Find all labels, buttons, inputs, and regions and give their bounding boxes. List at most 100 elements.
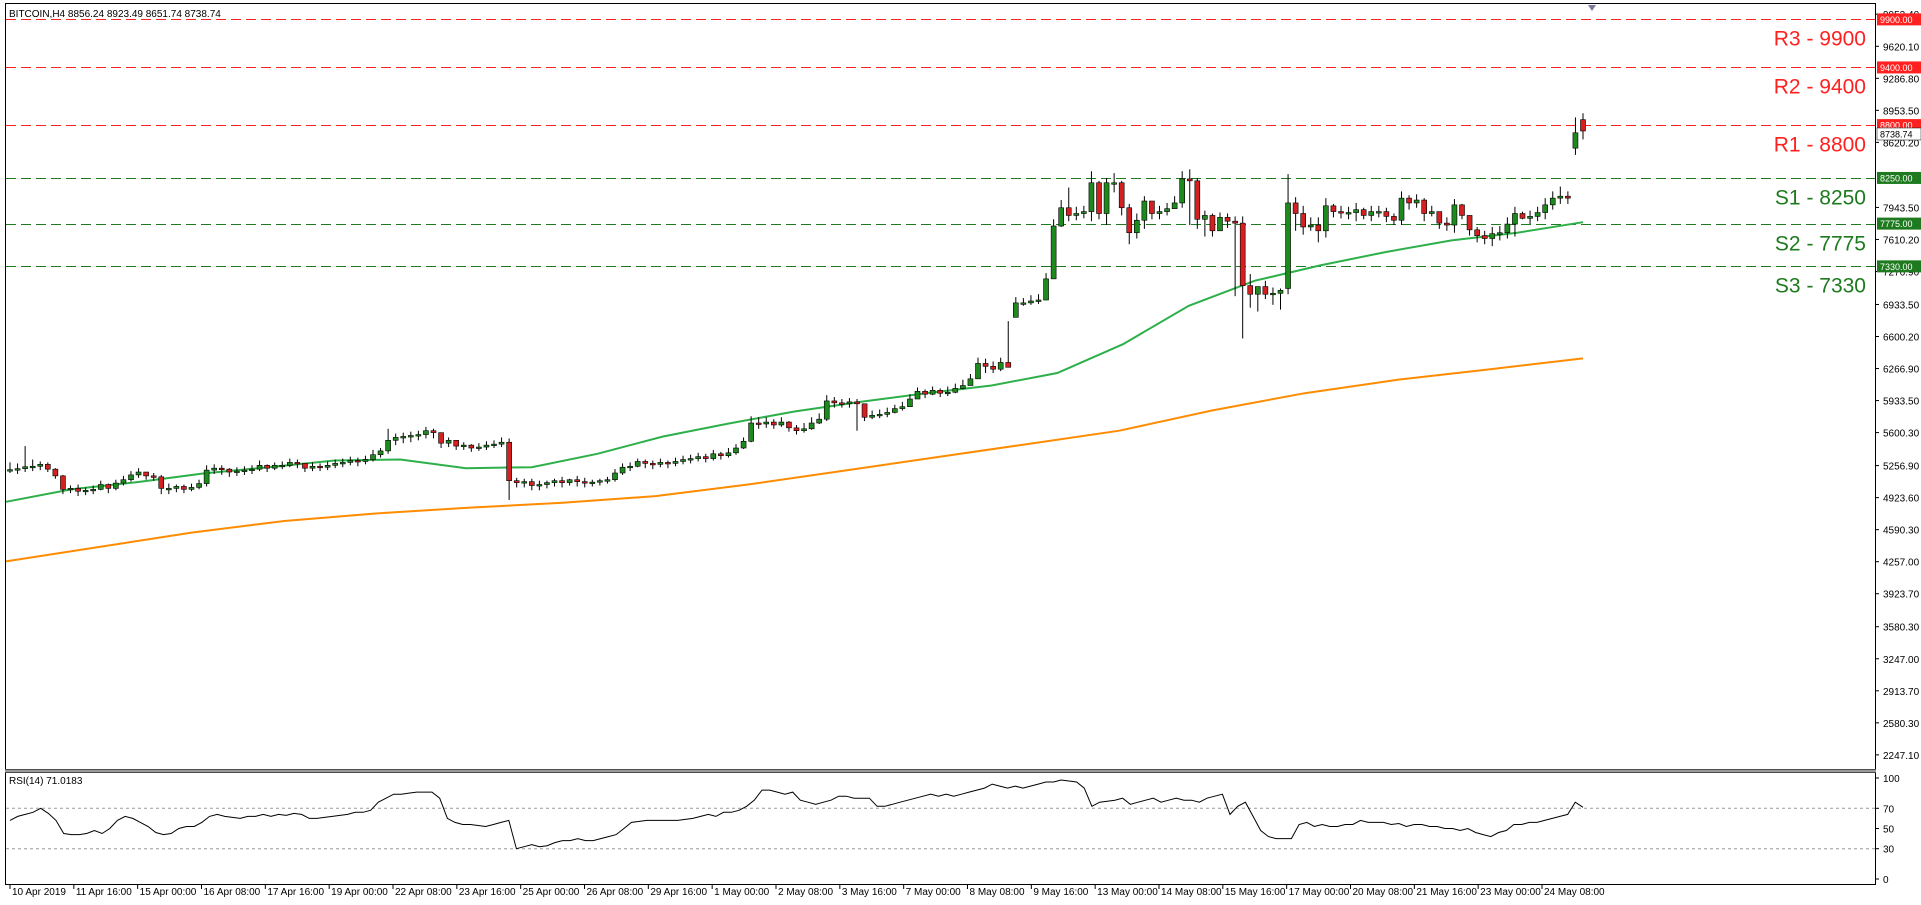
candle[interactable] [914,391,921,400]
candle[interactable] [1156,211,1163,214]
candle[interactable] [823,400,830,420]
candle[interactable] [672,461,679,464]
candle[interactable] [650,463,656,466]
candle[interactable] [808,422,815,430]
candle[interactable] [1035,299,1042,302]
candle[interactable] [234,470,240,473]
candle[interactable] [1338,211,1344,214]
candle[interactable] [22,466,28,469]
candle[interactable] [1028,300,1034,304]
candle[interactable] [1368,211,1375,216]
candle[interactable] [899,406,906,409]
candle[interactable] [1565,195,1571,199]
chart-shift-marker[interactable] [1588,5,1596,11]
candle[interactable] [1232,220,1238,224]
candle[interactable] [612,472,618,481]
candle[interactable] [339,462,346,465]
candle[interactable] [566,479,573,483]
candle[interactable] [150,475,157,478]
candle[interactable] [1353,209,1359,213]
candle[interactable] [1474,229,1480,236]
candle[interactable] [317,465,323,469]
candle[interactable] [869,415,875,418]
candle[interactable] [1391,216,1397,221]
candle[interactable] [1451,204,1458,226]
candle[interactable] [392,437,399,441]
candle[interactable] [423,430,429,435]
candle[interactable] [1194,180,1201,220]
candle[interactable] [1572,132,1579,149]
candle[interactable] [513,480,520,483]
rsi-line[interactable] [9,779,1584,850]
candle[interactable] [1534,212,1541,217]
candle[interactable] [196,483,202,488]
candle[interactable] [1557,195,1564,199]
candle[interactable] [1224,217,1231,222]
rsi-pane[interactable] [5,772,1876,885]
candle[interactable] [181,486,187,490]
candle[interactable] [657,462,664,465]
candle[interactable] [218,467,225,470]
candle[interactable] [642,461,649,464]
candle[interactable] [294,462,301,465]
candle[interactable] [854,401,860,405]
candle[interactable] [1330,205,1337,212]
candle[interactable] [1073,213,1080,216]
candle[interactable] [67,488,74,491]
candle[interactable] [990,366,996,370]
candle[interactable] [1020,302,1027,305]
candle[interactable] [188,487,195,490]
candle[interactable] [1360,209,1367,216]
candle[interactable] [1065,207,1072,216]
candle[interactable] [1285,202,1291,289]
candle[interactable] [793,427,800,432]
candle[interactable] [839,402,845,405]
candle[interactable] [748,422,754,442]
candle[interactable] [113,482,119,489]
candle[interactable] [831,400,838,404]
candle[interactable] [1050,225,1057,280]
candle[interactable] [929,390,936,395]
time-axis[interactable]: 10 Apr 2019 11 Apr 16:00 15 Apr 00:00 16 Ap… [9,885,1605,898]
candle[interactable] [1292,202,1299,214]
candle[interactable] [1580,119,1586,132]
candle[interactable] [1247,285,1254,295]
candle[interactable] [271,465,278,469]
candle[interactable] [1549,197,1556,206]
candle[interactable] [1444,222,1450,226]
candle[interactable] [226,468,233,473]
candle[interactable] [1134,219,1140,234]
candle[interactable] [521,481,528,484]
candle[interactable] [997,362,1004,370]
candle[interactable] [1489,233,1496,239]
candle[interactable] [14,468,21,471]
candle[interactable] [1171,202,1178,210]
candle[interactable] [309,465,316,469]
candle[interactable] [952,388,959,393]
candle[interactable] [801,428,807,432]
candle[interactable] [710,453,717,459]
candle[interactable] [166,488,172,491]
candle[interactable] [1111,182,1117,185]
candle[interactable] [1217,217,1223,232]
candle[interactable] [755,422,762,425]
candle[interactable] [60,475,66,490]
candle[interactable] [7,469,13,472]
main-chart-pane[interactable] [5,3,1876,770]
candle[interactable] [544,482,550,485]
candle[interactable] [771,421,777,426]
candle[interactable] [907,398,913,407]
candle[interactable] [1345,212,1352,215]
candle[interactable] [483,444,490,448]
candle[interactable] [332,463,338,466]
candle[interactable] [634,461,641,467]
candle[interactable] [143,471,149,477]
candle[interactable] [627,465,633,469]
candle[interactable] [120,479,127,484]
candle[interactable] [362,459,369,462]
candle[interactable] [559,480,565,483]
candle[interactable] [460,444,467,447]
candle[interactable] [960,385,966,389]
candle[interactable] [861,403,868,418]
candle[interactable] [506,441,512,481]
